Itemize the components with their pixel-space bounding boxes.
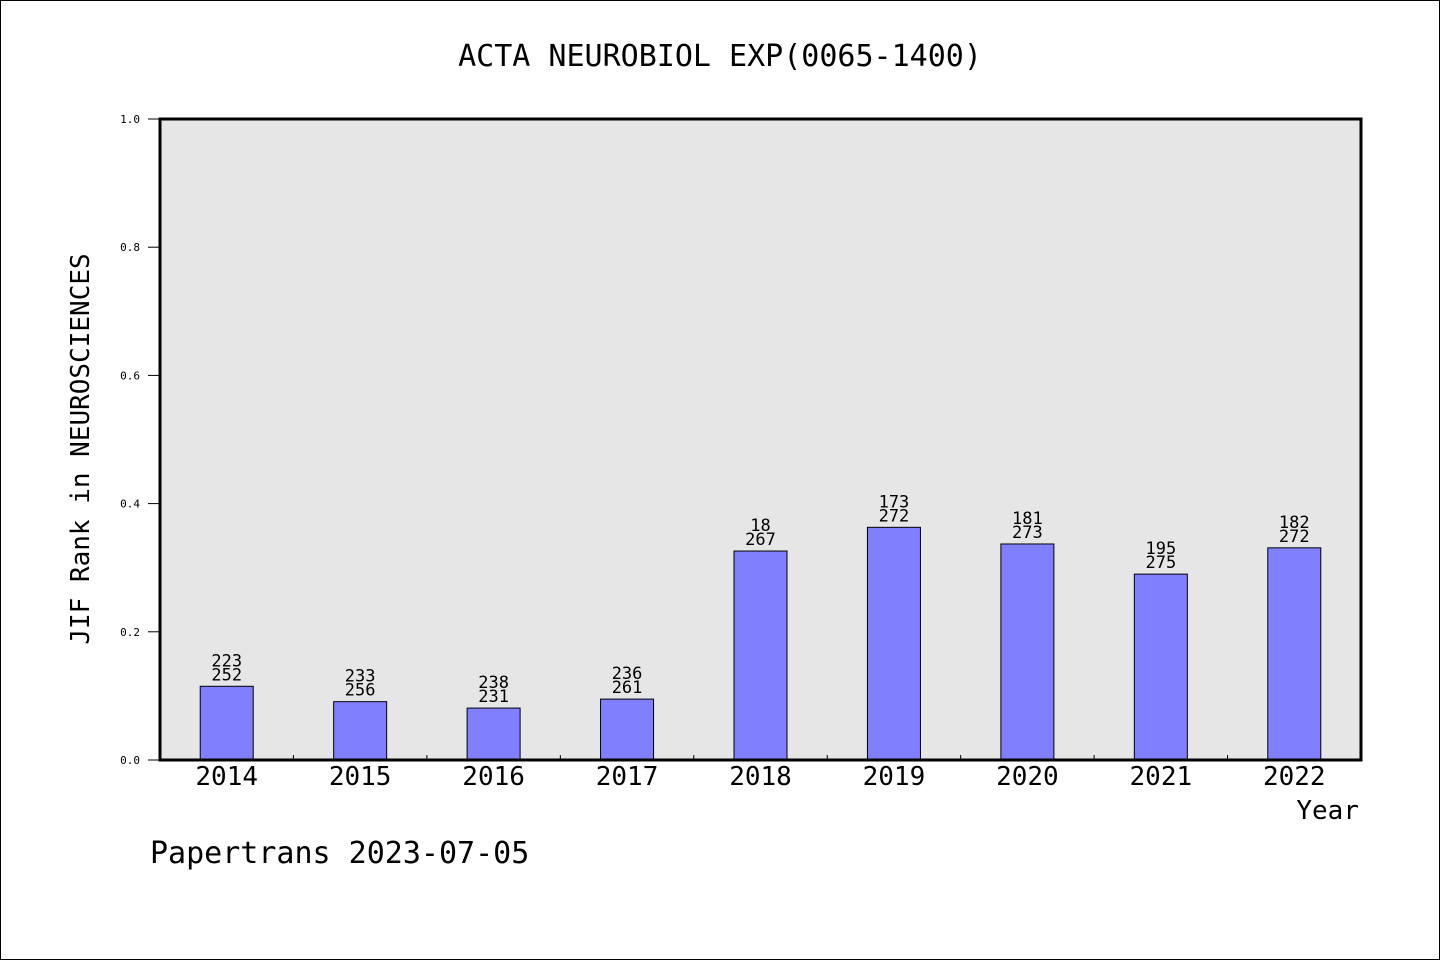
bar-rank-label: 233 [345,667,376,687]
bar-total-label: 252 [211,665,242,685]
bar-2021 [1133,573,1188,761]
bar-total-label: 261 [612,678,643,698]
bar-rank-label: 181 [1012,509,1043,529]
bar-total-label: 273 [1012,523,1043,543]
y-tick-label: 0.2 [120,626,140,639]
bars-group [199,526,1322,761]
y-axis-label: JIF Rank in NEUROSCIENCES [66,253,96,644]
bar-2022 [1267,547,1322,761]
x-tick-label: 2016 [462,762,525,792]
bar-total-label: 275 [1145,553,1176,573]
bar-2015 [333,701,388,761]
y-tick-label: 1.0 [120,113,140,126]
bar-rank-label: 182 [1279,513,1310,533]
plot-border [158,117,1363,762]
y-tick-label: 0.0 [120,754,140,767]
x-tick-label: 2015 [329,762,392,792]
bar-2017 [600,698,655,761]
bar-2020 [1000,543,1055,761]
bar-rank-label: 173 [879,492,910,512]
bar-2014 [199,685,254,761]
x-axis-label: Year [1296,796,1359,826]
x-tick-label: 2021 [1130,762,1193,792]
bar-rank-label: 18 [750,516,770,536]
bar-rank-label: 236 [612,664,643,684]
x-tick-label: 2020 [996,762,1059,792]
bar-total-label: 256 [345,681,376,701]
x-tick-label: 2017 [596,762,659,792]
bar-2019 [866,526,921,761]
y-tick-label: 0.6 [120,369,140,382]
bar-total-label: 272 [1279,527,1310,547]
y-axis-ticks: 0.0 0.2 0.4 0.6 0.8 1.0 [120,113,160,767]
x-tick-label: 2022 [1263,762,1326,792]
bar-rank-label: 238 [478,673,509,693]
bar-2018 [733,550,788,761]
bar-total-label: 272 [879,506,910,526]
y-tick-label: 0.4 [120,498,140,511]
x-axis-ticks: 2014 2015 2016 2017 2018 2019 2020 2021 2022 [195,755,1326,792]
bar-2016 [466,707,521,761]
x-tick-label: 2014 [195,762,258,792]
bar-total-label: 231 [478,687,509,707]
x-tick-label: 2019 [863,762,926,792]
footer-credit: Papertrans 2023-07-05 [150,836,529,871]
chart-title: ACTA NEUROBIOL EXP(0065-1400) [458,39,982,74]
bar-total-label: 267 [745,530,776,550]
bar-rank-label: 195 [1145,539,1176,559]
y-tick-label: 0.8 [120,241,140,254]
x-tick-label: 2018 [729,762,792,792]
bar-rank-label: 223 [211,651,242,671]
